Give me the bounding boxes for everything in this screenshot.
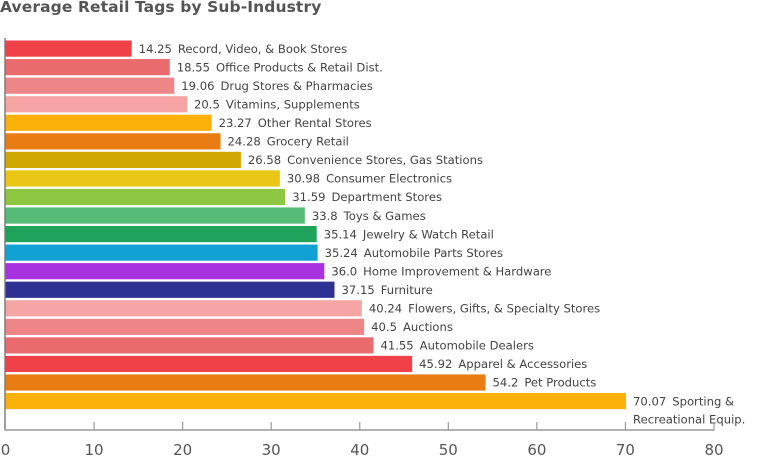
bar: [5, 207, 305, 224]
bar-value-label: 19.06: [181, 79, 214, 93]
bar-value-label: 45.92: [419, 357, 452, 371]
bar-value-label: 41.55: [380, 339, 413, 353]
bar-category-label: Drug Stores & Pharmacies: [221, 79, 373, 93]
bar: [5, 170, 280, 187]
bar: [5, 114, 212, 131]
bar-value-label: 18.55: [177, 60, 210, 74]
bar-label: 70.07 Sporting &: [633, 394, 734, 408]
bar: [5, 374, 486, 391]
bar-label: 26.58 Convenience Stores, Gas Stations: [248, 153, 483, 167]
bar-labels-group: 14.25 Record, Video, & Book Stores 18.55 Of…: [139, 42, 746, 426]
chart-title: Average Retail Tags by Sub-Industry: [0, 0, 322, 16]
bar-category-label: Office Products & Retail Dist.: [216, 60, 383, 74]
bar: [5, 188, 286, 206]
bar-category-label: Convenience Stores, Gas Stations: [287, 153, 483, 167]
bar: [5, 318, 365, 335]
bar-label: 31.59 Department Stores: [292, 190, 442, 204]
bar: [5, 77, 175, 94]
bar: [5, 133, 221, 150]
bar-value-label: 33.8: [312, 209, 338, 223]
bar: [5, 281, 335, 298]
bar-category-label: Jewelry & Watch Retail: [362, 227, 494, 241]
bars-group: [5, 40, 627, 410]
x-tick-label: 10: [85, 441, 104, 457]
x-tick-label: 20: [173, 441, 192, 457]
bar-category-label: Apparel & Accessories: [458, 357, 587, 371]
bar-label: 54.2 Pet Products: [493, 376, 597, 390]
x-tick-label: 40: [350, 441, 369, 457]
x-tick-label: 70: [616, 441, 635, 457]
bar: [5, 355, 413, 373]
bar-value-label: 35.14: [324, 227, 357, 241]
bar-value-label: 24.28: [228, 135, 261, 149]
bar-value-label: 40.5: [371, 320, 397, 334]
bar-label: 41.55 Automobile Dealers: [380, 339, 533, 353]
bar-category-label: Sporting &: [672, 394, 734, 408]
bar-category-label: Auctions: [403, 320, 453, 334]
bar-category-label: Record, Video, & Book Stores: [178, 42, 347, 56]
x-tick-label: 60: [527, 441, 546, 457]
bar-category-label: Pet Products: [524, 376, 596, 390]
bar-label: 36.0 Home Improvement & Hardware: [331, 264, 551, 278]
bar-value-label: 70.07: [633, 394, 666, 408]
bar: [5, 151, 241, 168]
bar-value-label: 30.98: [287, 172, 320, 186]
bar: [5, 96, 188, 113]
bar-label: 19.06 Drug Stores & Pharmacies: [181, 79, 373, 93]
bar-label: 45.92 Apparel & Accessories: [419, 357, 587, 371]
bar-category-label: Toys & Games: [343, 209, 426, 223]
x-axis: 0 10 20 30 40 50 60 70 80: [1, 38, 724, 457]
bar: [5, 40, 132, 57]
bar-label: 20.5 Vitamins, Supplements: [194, 97, 360, 111]
bar: [5, 263, 325, 280]
bar-category-label: Other Rental Stores: [258, 116, 372, 130]
bar-category-label: Vitamins, Supplements: [226, 97, 360, 111]
bar-label: 40.5 Auctions: [371, 320, 453, 334]
bar-category-label: Consumer Electronics: [326, 172, 452, 186]
bar: [5, 337, 374, 354]
bar-label: 37.15 Furniture: [342, 283, 433, 297]
x-tick-label: 80: [704, 441, 723, 457]
x-tick-label: 30: [262, 441, 281, 457]
bar-value-label: 23.27: [219, 116, 252, 130]
bar-value-label: 31.59: [292, 190, 325, 204]
bar-category-label: Flowers, Gifts, & Specialty Stores: [408, 302, 600, 316]
x-tick-label: 0: [1, 441, 11, 457]
bar-label: 23.27 Other Rental Stores: [219, 116, 372, 130]
bar-category-label: Department Stores: [331, 190, 442, 204]
bar-category-label: Grocery Retail: [267, 135, 349, 149]
bar-label: 24.28 Grocery Retail: [228, 135, 349, 149]
bar-label: 35.14 Jewelry & Watch Retail: [324, 227, 494, 241]
bar-value-label: 35.24: [325, 246, 358, 260]
bar-label: 30.98 Consumer Electronics: [287, 172, 452, 186]
bar-label: 40.24 Flowers, Gifts, & Specialty Stores: [369, 302, 600, 316]
bar: [5, 300, 362, 317]
bar-category-label-continued: Recreational Equip.: [633, 412, 745, 426]
bar-value-label: 37.15: [342, 283, 375, 297]
bar-label: 33.8 Toys & Games: [312, 209, 426, 223]
bar-label: 14.25 Record, Video, & Book Stores: [139, 42, 347, 56]
bar-category-label: Automobile Parts Stores: [364, 246, 503, 260]
bar: [5, 226, 317, 243]
bar-value-label: 54.2: [493, 376, 519, 390]
bar-category-label: Furniture: [381, 283, 433, 297]
bar: [5, 244, 318, 261]
x-tick-label: 50: [439, 441, 458, 457]
bar-value-label: 14.25: [139, 42, 172, 56]
bar-value-label: 36.0: [331, 264, 357, 278]
bar-value-label: 20.5: [194, 97, 220, 111]
bar-category-label: Home Improvement & Hardware: [363, 264, 551, 278]
bar-value-label: 26.58: [248, 153, 281, 167]
bar-label: 18.55 Office Products & Retail Dist.: [177, 60, 383, 74]
bar-value-label: 40.24: [369, 302, 402, 316]
bar-label: 35.24 Automobile Parts Stores: [325, 246, 503, 260]
bar: [5, 59, 170, 76]
bar-category-label: Automobile Dealers: [420, 339, 534, 353]
bar: [5, 392, 627, 410]
